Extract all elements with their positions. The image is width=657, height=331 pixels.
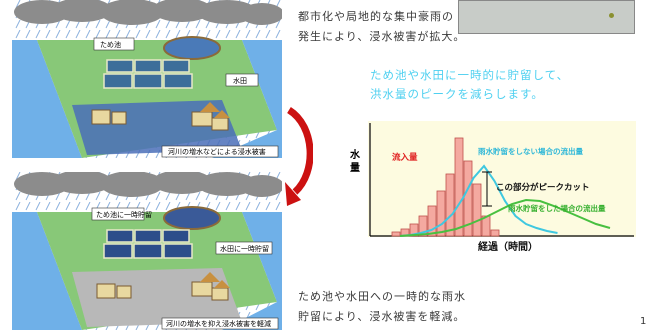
inflow-bars [391,137,500,237]
bottom-line-1: ため池や水田への一時的な雨水 [298,290,466,303]
label-pond: ため池 [100,40,121,49]
bottom-line-2: 貯留により、浸水被害を軽減。 [298,310,466,323]
page-number: 1 [640,316,647,327]
illustration-flood-mitigation: ため池に一時貯留 水田に一時貯留 河川の増水を抑え浸水被害を軽減 [12,172,282,330]
caption-flood: 河川の増水などによる浸水被害 [168,147,266,156]
top-description: 都市化や局地的な集中豪雨の 発生により、浸水被害が拡大。 [298,7,478,47]
bottom-description: ため池や水田への一時的な雨水 貯留により、浸水被害を軽減。 [298,287,498,327]
photo-thumbnail [458,0,635,34]
inflow-bar [427,205,437,237]
inflow-bar [454,137,464,237]
message-line-2: 洪水量のピークを減らします。 [370,87,544,101]
peak-cut-chart: 水 量 流入量 雨水貯留をしない場合の流出量 この部分がピークカット 雨水貯留を… [349,121,636,237]
inflow-bar [436,190,446,237]
cloud-icon [14,0,282,25]
cloud-icon [14,172,282,197]
chart-background [368,121,636,237]
top-line-1: 都市化や局地的な集中豪雨の [298,10,454,23]
inflow-bar [391,231,401,237]
inflow-bar [472,183,482,237]
line-no-storage [399,164,558,237]
annotation-peak-cut: この部分がピークカット [496,182,590,193]
photo-marker-icon [609,13,614,18]
label-pond-storage: ため池に一時貯留 [96,210,152,219]
storage-scene: ため池に一時貯留 水田に一時貯留 河川の増水を抑え浸水被害を軽減 [12,172,282,330]
legend-no-storage: 雨水貯留をしない場合の流出量 [478,146,583,156]
label-paddy: 水田 [233,76,247,85]
inflow-bar [445,173,455,237]
label-paddy-storage: 水田に一時貯留 [220,244,269,253]
message-line-1: ため池や水田に一時的に貯留して、 [370,68,570,82]
flood-scene: ため池 水田 河川の増水などによる浸水被害 [12,0,282,158]
transition-arrow-icon [285,107,313,206]
legend-inflow: 流入量 [392,152,418,163]
key-message: ため池や水田に一時的に貯留して、 洪水量のピークを減らします。 [370,66,650,104]
caption-mitigation: 河川の増水を抑え浸水被害を軽減 [166,319,271,328]
top-line-2: 発生により、浸水被害が拡大。 [298,30,466,43]
y-axis-label-line-1: 水 [349,148,361,161]
y-axis-label-line-2: 量 [350,161,360,174]
inflow-bar [418,215,428,237]
x-axis-label: 経過（時間） [478,242,538,253]
inflow-bar [490,229,500,237]
legend-with-storage: 雨水貯留をした場合の流出量 [508,203,606,213]
inflow-bar [463,160,473,237]
illustration-flood-damage: ため池 水田 河川の増水などによる浸水被害 [12,0,282,158]
line-with-storage [399,198,611,237]
